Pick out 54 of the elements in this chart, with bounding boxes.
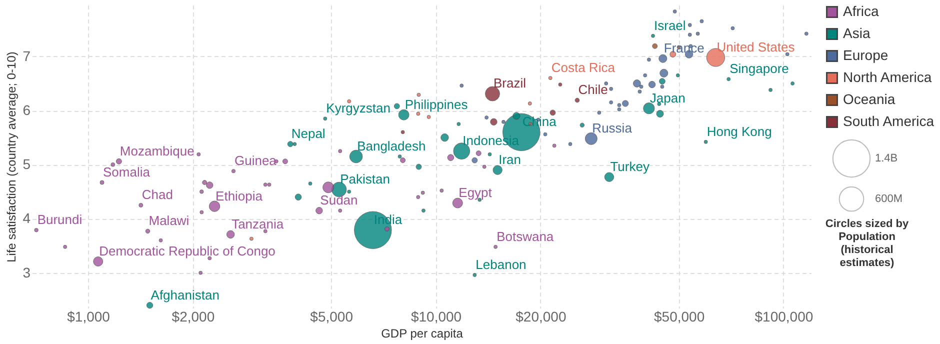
annotation: Afghanistan [150, 287, 220, 302]
annotation: Democratic Republic of Congo [99, 243, 276, 258]
annotation: Costa Rica [551, 60, 616, 76]
annotation: Burundi [37, 212, 82, 228]
legend-label: South America [843, 113, 934, 129]
y-tick-label: 3 [22, 264, 31, 280]
y-axis-title: Life satisfaction (country average; 0-10) [4, 52, 19, 262]
annotation: Guinea [234, 153, 278, 168]
annotation: Israel [654, 18, 686, 33]
annotation: Hong Kong [706, 124, 772, 139]
y-tick-label: 6 [22, 102, 31, 118]
legend-label: Asia [843, 25, 870, 41]
annotation: Egypt [458, 185, 492, 200]
x-tick-label: $2,000 [172, 308, 215, 324]
annotation: Chile [578, 82, 608, 98]
annotation: Iran [498, 152, 521, 168]
y-tick-label: 7 [22, 48, 31, 64]
annotation: Malawi [148, 213, 190, 228]
x-axis-title: GDP per capita [381, 326, 464, 340]
annotation: Bangladesh [357, 138, 426, 154]
annotation: Mozambique [120, 143, 194, 158]
x-tick-label: $50,000 [654, 308, 705, 324]
legend-label: North America [843, 69, 932, 85]
annotation: Tanzania [232, 216, 284, 232]
legend-label: Europe [843, 47, 888, 63]
y-tick-label: 4 [22, 210, 31, 226]
annotation: Kyrgyzstan [326, 100, 390, 116]
annotation: Turkey [610, 159, 650, 174]
annotation: Japan [650, 90, 686, 106]
legend-label: 1.4B [875, 152, 898, 164]
y-tick-label: 5 [22, 156, 31, 172]
annotation: Russia [592, 120, 633, 136]
legend-label: Africa [843, 3, 879, 19]
annotation: Somalia [103, 164, 151, 180]
legend-title: Circles sized by Population (historical estimates) [825, 218, 910, 269]
x-tick-label: $5,000 [310, 308, 354, 324]
annotation: France [664, 40, 704, 56]
annotation: Philippines [404, 96, 468, 112]
annotation: Chad [142, 187, 173, 202]
legend-label: 600M [875, 193, 903, 205]
x-tick-label: $10,000 [410, 308, 462, 324]
annotation: Pakistan [340, 172, 390, 187]
annotation: Brazil [493, 76, 526, 91]
annotation: Nepal [291, 126, 326, 142]
legend-label: Oceania [843, 91, 896, 107]
annotation: Sudan [320, 192, 358, 208]
x-tick-label: $1,000 [67, 308, 110, 324]
annotation: Singapore [730, 61, 789, 76]
annotation: Lebanon [476, 256, 526, 272]
x-tick-label: $20,000 [516, 308, 566, 324]
x-tick-label: $100,000 [754, 308, 814, 324]
annotation: Ethiopia [216, 188, 264, 204]
annotation: United States [716, 39, 796, 54]
annotation: Botswana [496, 228, 554, 244]
